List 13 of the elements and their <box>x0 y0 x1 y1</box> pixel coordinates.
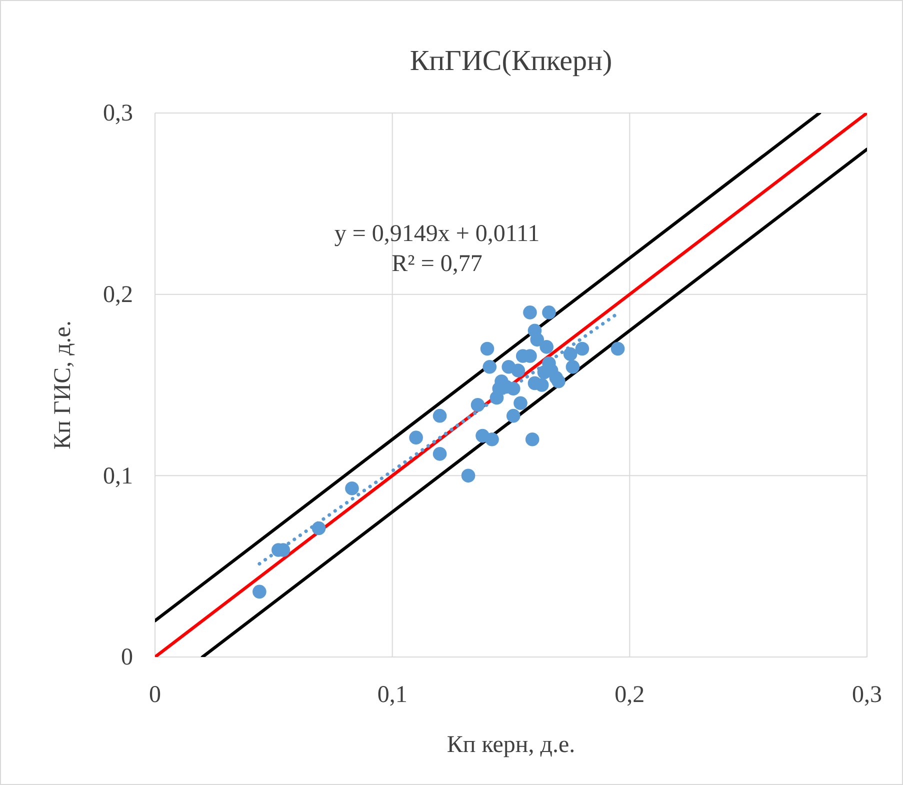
annotation: y = 0,9149x + 0,0111 <box>334 221 540 247</box>
x-tick-label: 0 <box>149 682 161 708</box>
x-tick-label: 0,1 <box>377 682 408 708</box>
x-axis-title: Кп керн, д.е. <box>446 732 576 758</box>
y-tick-label: 0,1 <box>103 463 133 490</box>
y-tick-label: 0,3 <box>103 100 133 127</box>
annotation: R² = 0,77 <box>392 251 482 277</box>
x-tick-label: 0,2 <box>614 682 645 708</box>
x-tick-label: 0,3 <box>852 682 882 708</box>
y-tick-label: 0,2 <box>103 282 133 308</box>
chart-title: КпГИС(Кпкерн) <box>410 45 612 77</box>
y-axis-title: Кп ГИС, д.е. <box>50 320 76 450</box>
y-tick-label: 0 <box>121 644 133 671</box>
